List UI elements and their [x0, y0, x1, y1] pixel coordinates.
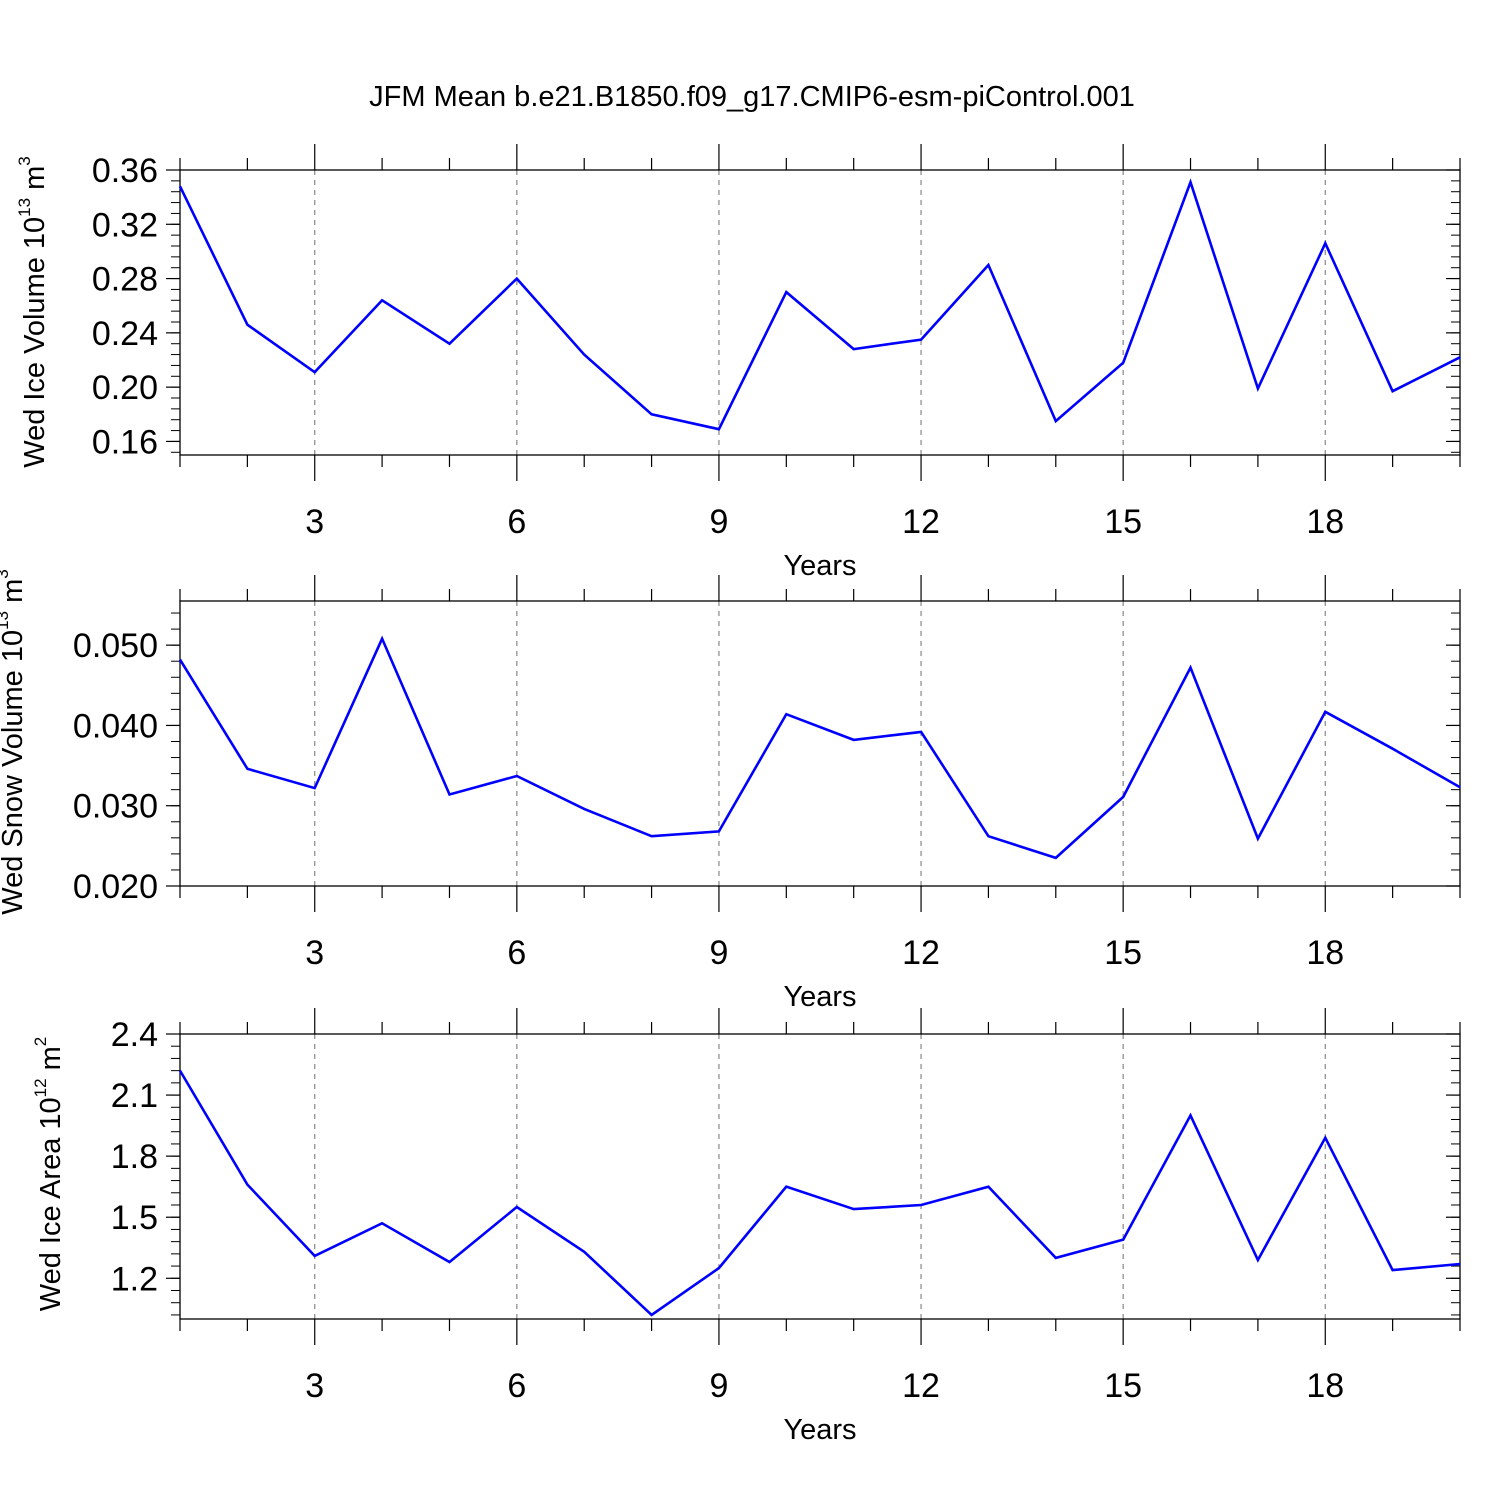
y-tick-label: 0.16 [92, 423, 158, 461]
series-line [178, 178, 1461, 431]
x-tick-label: 6 [507, 934, 526, 972]
y-axis-label-main: Wed Ice Area 10 [35, 1097, 67, 1311]
x-tick-label: 15 [1104, 934, 1142, 972]
x-axis-label: Years [783, 981, 856, 1013]
y-axis-label-exponent: 13 [15, 198, 34, 217]
y-axis-label-unit-exponent: 3 [0, 569, 12, 578]
y-axis-label-unit: m [35, 1046, 67, 1078]
y-axis-label: Wed Ice Volume 1013 m3 [15, 156, 51, 468]
x-tick-label: 9 [709, 503, 728, 541]
y-tick-label: 2.4 [111, 1016, 158, 1054]
x-tick-label: 18 [1306, 934, 1344, 972]
y-tick-label: 0.040 [73, 707, 158, 745]
panel-1: 0.16 0.20 0.24 0.28 0.32 0.36 3 6 9 12 15 18 Years We… [15, 144, 1461, 582]
y-axis-label-exponent: 13 [0, 611, 12, 630]
y-tick-label: 1.2 [111, 1260, 158, 1298]
x-tick-label: 3 [305, 1367, 324, 1405]
y-tick-label: 0.020 [73, 868, 158, 906]
plot-frame [179, 1033, 1461, 1320]
panel-2: 0.020 0.030 0.040 0.050 3 6 9 12 15 18 Years Wed Sn… [0, 569, 1461, 1013]
y-axis-label-unit-exponent: 3 [15, 156, 34, 165]
x-tick-label: 6 [507, 503, 526, 541]
y-axis-label-unit: m [0, 579, 29, 611]
x-axis-label: Years [783, 550, 856, 582]
x-tick-label: 18 [1306, 1367, 1344, 1405]
y-axis-label-exponent: 12 [31, 1078, 50, 1097]
y-axis-label-main: Wed Ice Volume 10 [19, 217, 51, 468]
x-tick-label: 12 [902, 1367, 940, 1405]
plot-frame [179, 169, 1461, 456]
x-tick-label: 15 [1104, 503, 1142, 541]
x-tick-label: 6 [507, 1367, 526, 1405]
y-tick-label: 0.28 [92, 261, 158, 299]
y-axis-label: Wed Ice Area 1012 m2 [31, 1037, 67, 1311]
y-tick-label: 0.030 [73, 788, 158, 826]
y-tick-label: 0.36 [92, 152, 158, 190]
x-tick-label: 9 [709, 934, 728, 972]
x-tick-label: 12 [902, 934, 940, 972]
y-tick-label: 0.20 [92, 369, 158, 407]
y-tick-label: 0.24 [92, 315, 158, 353]
panel-3: 1.2 1.5 1.8 2.1 2.4 3 6 9 12 15 18 Years Wed Ice Are… [31, 1008, 1461, 1446]
y-tick-label: 0.32 [92, 206, 158, 244]
series-line [178, 635, 1461, 860]
y-axis-label: Wed Snow Volume 1013 m3 [0, 569, 29, 914]
x-tick-label: 15 [1104, 1367, 1142, 1405]
x-axis-label: Years [783, 1414, 856, 1446]
y-tick-label: 0.050 [73, 627, 158, 665]
y-axis-label-unit: m [19, 166, 51, 198]
y-tick-label: 1.8 [111, 1138, 158, 1176]
x-tick-label: 18 [1306, 503, 1344, 541]
x-tick-label: 3 [305, 503, 324, 541]
x-tick-label: 12 [902, 503, 940, 541]
figure-title: JFM Mean b.e21.B1850.f09_g17.CMIP6-esm-p… [369, 81, 1135, 113]
series-line [178, 1069, 1461, 1317]
y-tick-label: 1.5 [111, 1199, 158, 1237]
x-tick-label: 9 [709, 1367, 728, 1405]
plot-frame [179, 600, 1461, 887]
y-axis-label-main: Wed Snow Volume 10 [0, 630, 29, 915]
y-axis-label-unit-exponent: 2 [31, 1037, 50, 1046]
y-tick-label: 2.1 [111, 1077, 158, 1115]
x-tick-label: 3 [305, 934, 324, 972]
